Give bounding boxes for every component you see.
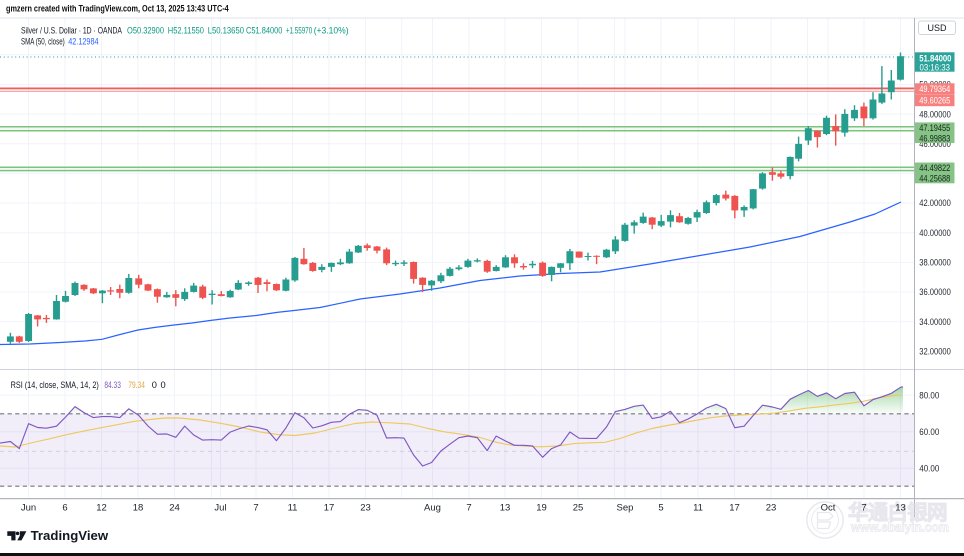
svg-text:O50.32900: O50.32900: [127, 26, 164, 36]
svg-text:Jun: Jun: [21, 503, 36, 514]
svg-text:51.84000: 51.84000: [919, 54, 951, 64]
svg-text:Jul: Jul: [214, 503, 226, 514]
svg-text:18: 18: [133, 503, 144, 514]
svg-text:40.00: 40.00: [919, 463, 939, 474]
svg-text:12: 12: [96, 503, 107, 514]
svg-text:46.99883: 46.99883: [919, 133, 950, 143]
svg-text:6: 6: [62, 503, 67, 514]
svg-text:25: 25: [573, 503, 584, 514]
svg-text:23: 23: [360, 503, 371, 514]
svg-text:0: 0: [152, 380, 157, 390]
svg-text:0: 0: [161, 380, 166, 390]
svg-text:36.00000: 36.00000: [919, 286, 951, 297]
svg-text:华通白银网: 华通白银网: [848, 501, 948, 525]
svg-text:38.00000: 38.00000: [919, 257, 951, 268]
svg-text:Silver / U.S. Dollar · 1D · OA: Silver / U.S. Dollar · 1D · OANDA: [21, 26, 123, 36]
svg-text:SMA (50, close): SMA (50, close): [21, 37, 65, 47]
svg-text:48.00000: 48.00000: [919, 108, 951, 119]
svg-text:46.00000: 46.00000: [919, 138, 951, 149]
svg-text:USD: USD: [927, 23, 947, 33]
svg-text:47.19455: 47.19455: [919, 123, 950, 133]
svg-text:Sep: Sep: [617, 503, 634, 514]
svg-text:40.00000: 40.00000: [919, 227, 951, 238]
svg-text:23: 23: [766, 503, 777, 514]
svg-text:42.00000: 42.00000: [919, 197, 951, 208]
svg-text:7: 7: [861, 503, 866, 514]
svg-text:03:16:33: 03:16:33: [920, 63, 951, 73]
svg-text:60.00: 60.00: [919, 426, 939, 437]
svg-text:11: 11: [693, 503, 703, 514]
svg-text:RSI (14, close, SMA, 14, 2): RSI (14, close, SMA, 14, 2): [11, 380, 99, 390]
svg-text:49.60265: 49.60265: [919, 96, 950, 106]
svg-text:C51.84000: C51.84000: [246, 26, 282, 36]
svg-text:24: 24: [169, 503, 180, 514]
svg-text:17: 17: [729, 503, 740, 514]
svg-text:7: 7: [466, 503, 471, 514]
svg-text:(+3.10%): (+3.10%): [314, 26, 349, 36]
svg-text:7: 7: [253, 503, 258, 514]
svg-text:www.ebaiyin.com: www.ebaiyin.com: [850, 521, 949, 535]
svg-text:+1.55970: +1.55970: [286, 26, 312, 36]
svg-text:Oct: Oct: [821, 503, 836, 514]
svg-text:TradingView: TradingView: [31, 529, 109, 543]
svg-text:84.33: 84.33: [104, 380, 121, 390]
svg-text:44.25688: 44.25688: [919, 174, 950, 184]
svg-text:80.00: 80.00: [919, 390, 939, 401]
svg-text:49.79364: 49.79364: [919, 84, 950, 94]
svg-text:44.49822: 44.49822: [919, 163, 950, 173]
svg-text:11: 11: [288, 503, 298, 514]
svg-text:32.00000: 32.00000: [919, 346, 951, 357]
svg-text:42.12984: 42.12984: [68, 37, 98, 47]
svg-text:13: 13: [500, 503, 511, 514]
svg-text:79.34: 79.34: [128, 380, 145, 390]
svg-text:17: 17: [324, 503, 335, 514]
svg-text:Aug: Aug: [424, 503, 441, 514]
svg-text:gmzern created with TradingVie: gmzern created with TradingView.com, Oct…: [6, 3, 229, 14]
svg-text:13: 13: [895, 503, 906, 514]
svg-text:19: 19: [536, 503, 547, 514]
svg-text:H52.11550: H52.11550: [168, 26, 204, 36]
svg-text:5: 5: [658, 503, 663, 514]
svg-text:L50.13650: L50.13650: [208, 26, 244, 36]
svg-text:34.00000: 34.00000: [919, 316, 951, 327]
